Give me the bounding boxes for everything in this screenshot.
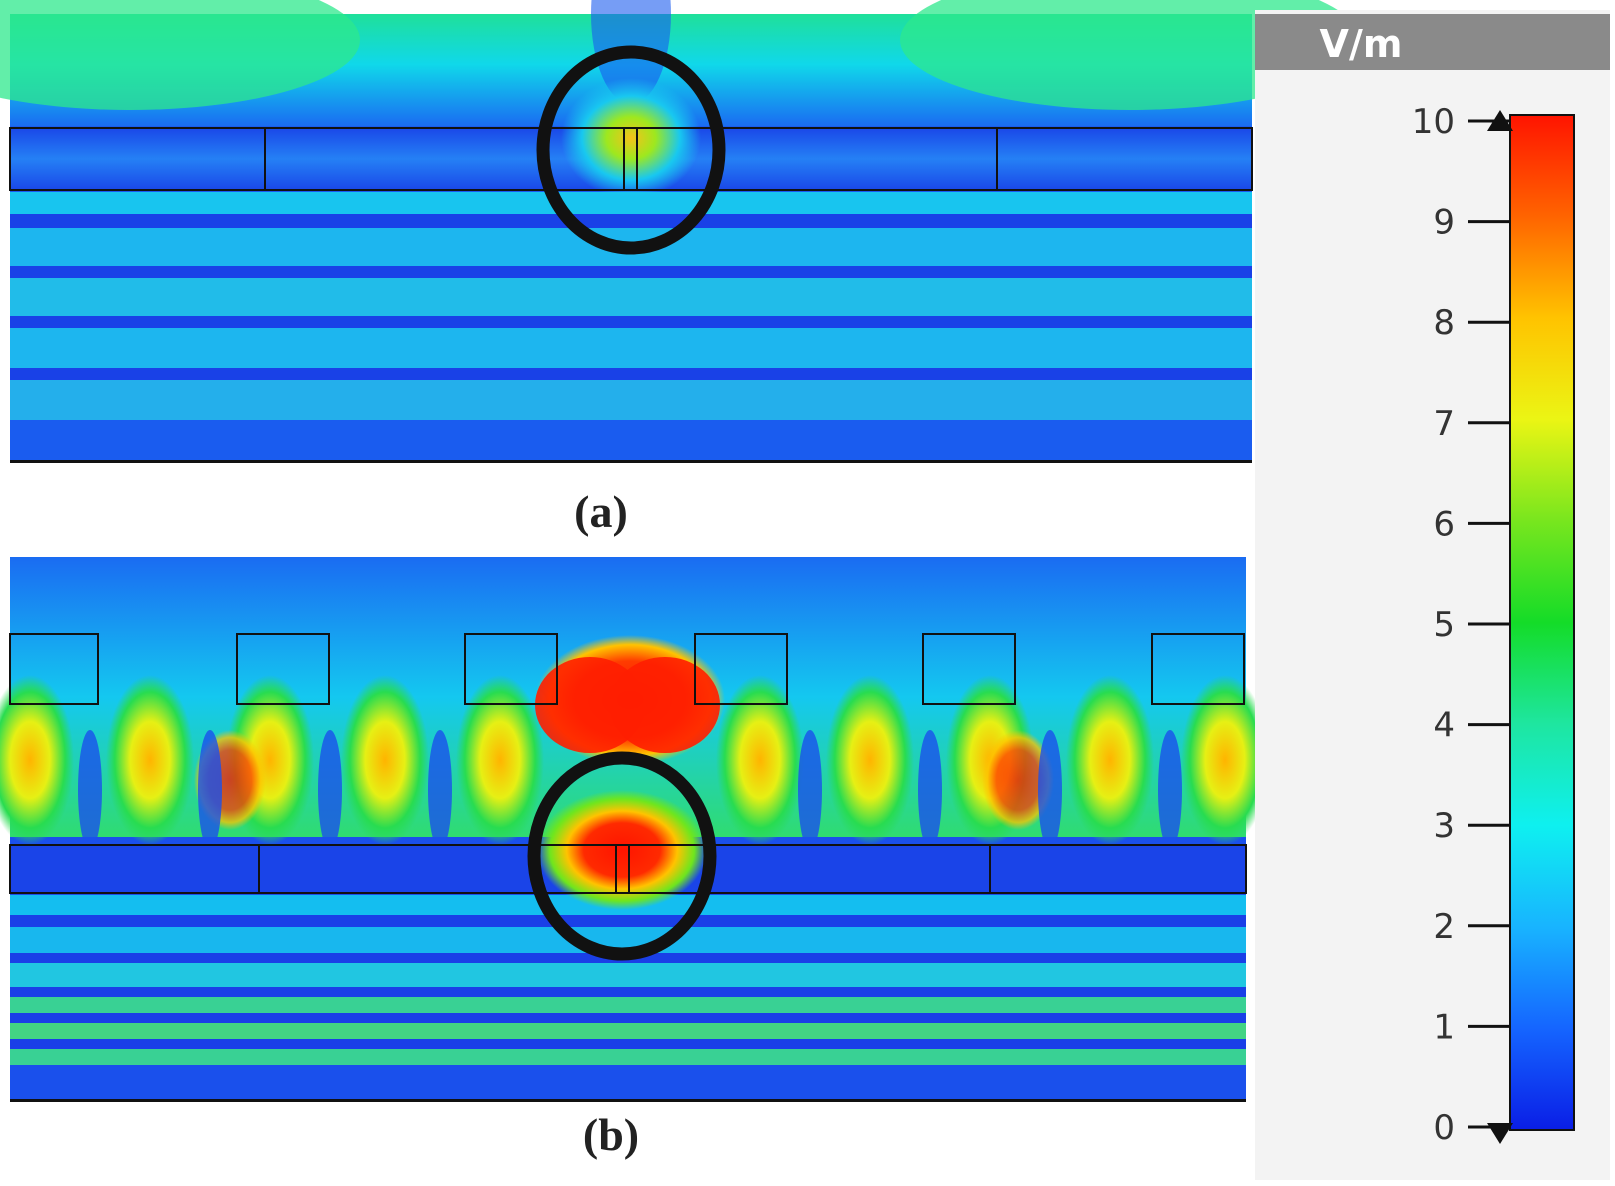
colorbar-tick-label: 9	[1433, 203, 1455, 243]
colorbar-unit: V/m	[1320, 22, 1403, 66]
field-lobe	[456, 675, 544, 845]
highlight-circle-b	[527, 751, 717, 961]
colorbar-header	[1255, 14, 1610, 70]
field-stripe	[10, 1039, 1246, 1049]
field-stripe	[10, 1013, 1246, 1023]
colorbar-tick-label: 7	[1433, 404, 1455, 444]
colorbar-tick-label: 6	[1433, 504, 1455, 544]
field-lobe	[826, 675, 914, 845]
panel-b-field-map	[0, 557, 1269, 1102]
field-lobe	[106, 675, 194, 845]
field-hotspot	[982, 730, 1054, 830]
field-stripe	[10, 278, 1252, 316]
colorbar-tick-label: 5	[1433, 605, 1455, 645]
field-stripe	[10, 328, 1252, 368]
field-lobe	[0, 675, 74, 845]
field-stripe	[10, 192, 1252, 214]
field-gap	[428, 730, 452, 850]
colorbar-max-arrow	[1487, 110, 1513, 131]
field-gap	[198, 730, 222, 850]
field-stripe	[10, 380, 1252, 420]
colorbar-tick-label: 8	[1433, 303, 1455, 343]
colorbar-gradient	[1509, 114, 1575, 1131]
panel-a-caption: (a)	[574, 486, 628, 537]
colorbar-tick-label: 10	[1412, 102, 1455, 142]
colorbar-tick-label: 4	[1433, 706, 1455, 746]
field-stripe	[10, 1049, 1246, 1065]
field-stripe	[10, 214, 1252, 228]
highlight-circle-a	[536, 45, 726, 255]
colorbar-tick-label: 0	[1433, 1108, 1455, 1148]
field-gap	[1038, 730, 1062, 850]
field-gap	[1158, 730, 1182, 850]
field-lobe	[1181, 675, 1269, 845]
colorbar-min-arrow	[1487, 1123, 1513, 1144]
field-stripe	[10, 1023, 1246, 1039]
field-stripe	[10, 915, 1246, 927]
colorbar-tick-label: 1	[1433, 1007, 1455, 1047]
field-gap	[318, 730, 342, 850]
field-lobe	[1066, 675, 1154, 845]
field-stripe	[10, 368, 1252, 380]
panel-b-caption: (b)	[583, 1109, 639, 1160]
colorbar: V/m 0 1 2 3 4 5 6 7 8 9 10	[1255, 10, 1610, 1180]
colorbar-tick-label: 3	[1433, 806, 1455, 846]
field-stripe	[10, 963, 1246, 987]
panel-a-field-map	[0, 0, 1360, 463]
field-stripe	[10, 987, 1246, 997]
field-lobe	[341, 675, 429, 845]
field-stripe	[10, 997, 1246, 1013]
colorbar-tick-label: 2	[1433, 907, 1455, 947]
field-gap	[78, 730, 102, 850]
field-stripe	[10, 266, 1252, 278]
field-gap	[918, 730, 942, 850]
field-gap	[798, 730, 822, 850]
field-lobe	[716, 675, 804, 845]
field-stripe	[10, 316, 1252, 328]
